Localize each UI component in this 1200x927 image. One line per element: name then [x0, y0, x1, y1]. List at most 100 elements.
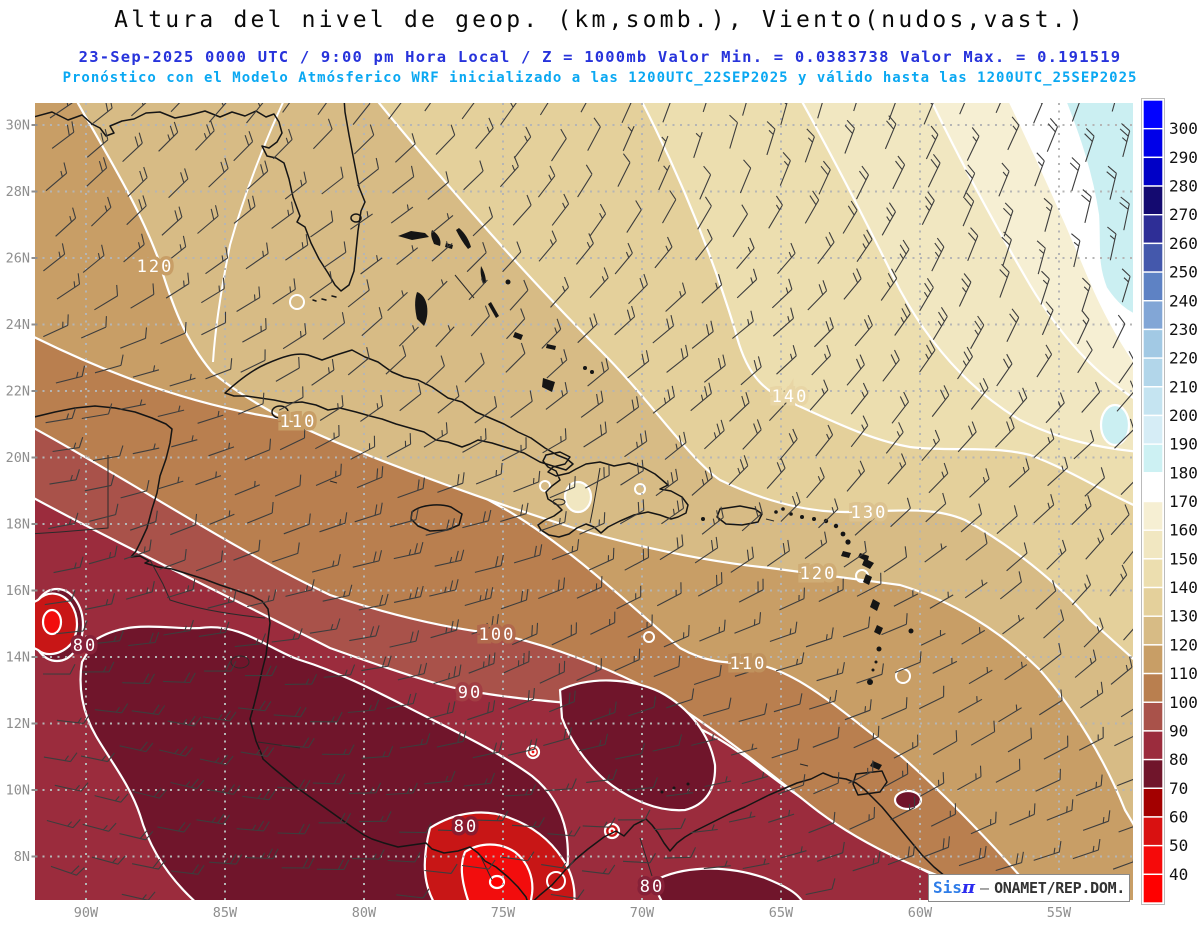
- colorbar-tick-280: 280: [1169, 177, 1198, 196]
- lon-label-70W: 70W: [630, 905, 655, 921]
- colorbar-cell: [1142, 758, 1164, 789]
- florida-keys: [312, 295, 337, 302]
- watermark: Sisπ – ONAMET/REP.DOM.: [928, 874, 1130, 902]
- colorbar-cell: [1142, 271, 1164, 302]
- lon-label-75W: 75W: [491, 905, 516, 921]
- geopotential-shading-layer: [35, 103, 1133, 900]
- lat-label-14N: 14N: [6, 650, 30, 666]
- closed-contour-rings: [289, 294, 911, 684]
- lat-label-12N: 12N: [6, 716, 30, 732]
- latlon-grid-layer: [35, 103, 1133, 900]
- margarita: [799, 763, 809, 767]
- lat-label-22N: 22N: [6, 384, 30, 400]
- colorbar-cell: [1142, 529, 1164, 560]
- colorbar-cell: [1142, 873, 1164, 904]
- contour-label-120: 120: [137, 257, 174, 277]
- colorbar-tick-100: 100: [1169, 693, 1198, 712]
- coastlines-layer: [35, 103, 980, 900]
- colorbar-tick-180: 180: [1169, 463, 1198, 482]
- colorbar-tick-70: 70: [1169, 779, 1188, 798]
- lon-label-80W: 80W: [352, 905, 377, 921]
- axis-labels-layer: 30N 28N 26N 24N 22N 20N 18N 16N 14N 12N 10N 8N 90W 85…: [6, 118, 1072, 922]
- lat-label-26N: 26N: [6, 251, 30, 267]
- colorbar-tick-190: 190: [1169, 435, 1198, 454]
- yucatan-central-america: [35, 405, 528, 900]
- lat-label-28N: 28N: [6, 184, 30, 200]
- colorbar-tick-210: 210: [1169, 377, 1198, 396]
- gonave-island: [552, 498, 566, 506]
- colorbar-cell: [1142, 242, 1164, 273]
- colorbar-cell: [1142, 357, 1164, 388]
- colorbar-cell: [1142, 386, 1164, 417]
- colorbar-tick-50: 50: [1169, 836, 1188, 855]
- lesser-antilles-arc: [800, 515, 914, 796]
- colorbar-tick-40: 40: [1169, 865, 1188, 884]
- colorbar-tick-250: 250: [1169, 263, 1198, 282]
- colorbar-cell: [1142, 816, 1164, 847]
- colorbar-tick-120: 120: [1169, 635, 1198, 654]
- page-title: Altura del nivel de geop. (km,somb.), Vi…: [114, 7, 1086, 33]
- contour-label-110: 110: [280, 412, 317, 432]
- south-america-coast: [533, 772, 980, 900]
- colorbar-cell: [1142, 615, 1164, 646]
- colorbar-cell: [1142, 414, 1164, 445]
- lat-label-20N: 20N: [6, 450, 30, 466]
- bahamas-islands: [398, 228, 594, 392]
- colorbar-tick-220: 220: [1169, 349, 1198, 368]
- contour-label-80: 80: [454, 817, 478, 837]
- watermark-pi-symbol: π: [961, 877, 976, 898]
- lat-label-30N: 30N: [6, 118, 30, 134]
- lat-label-18N: 18N: [6, 517, 30, 533]
- subtitle-model-run: Pronóstico con el Modelo Atmósferico WRF…: [62, 70, 1138, 86]
- colorbar-tick-300: 300: [1169, 119, 1198, 138]
- colorbar-cell: [1142, 472, 1164, 503]
- contour-label-80: 80: [640, 877, 664, 897]
- haiti-dr-border: [589, 467, 601, 524]
- colorbar-cell: [1142, 443, 1164, 474]
- colorbar-tick-230: 230: [1169, 320, 1198, 339]
- wind-barbs: [42, 103, 1133, 900]
- contour-label-140: 140: [772, 387, 809, 407]
- colorbar-tick-130: 130: [1169, 607, 1198, 626]
- lat-label-24N: 24N: [6, 317, 30, 333]
- colorbar-tick-170: 170: [1169, 492, 1198, 511]
- colorbar-tick-270: 270: [1169, 205, 1198, 224]
- lon-label-65W: 65W: [769, 905, 794, 921]
- colorbar-cell: [1142, 127, 1164, 159]
- lon-label-55W: 55W: [1047, 905, 1072, 921]
- colorbar-cell: [1142, 328, 1164, 359]
- colorbar-cell: [1142, 185, 1164, 216]
- lon-label-90W: 90W: [74, 905, 99, 921]
- wind-barbs-layer: [42, 103, 1133, 900]
- lake-okeechobee: [350, 213, 362, 223]
- colorbar-cell: [1142, 156, 1164, 187]
- colorbar-frame: [1141, 98, 1165, 905]
- colorbar-cell: [1142, 730, 1164, 761]
- colorbar-tick-90: 90: [1169, 721, 1188, 740]
- puerto-rico: [716, 505, 763, 526]
- colorbar-tick-240: 240: [1169, 291, 1198, 310]
- colorbar-cell: [1142, 500, 1164, 531]
- contour-label-90: 90: [458, 683, 482, 703]
- lat-label-16N: 16N: [6, 583, 30, 599]
- contour-labels-layer: 120 110 140 130 120 110 100 90 80 80 80: [69, 254, 889, 901]
- colorbar: 300 290 280 270 260 250 240 230 220 210 200 190 180 1…: [1141, 98, 1198, 905]
- isla-juventud: [271, 405, 289, 419]
- cuba-coastline: [224, 349, 574, 471]
- colorbar-tick-60: 60: [1169, 807, 1188, 826]
- contour-label-110: 110: [730, 654, 767, 674]
- cayman: [329, 480, 338, 484]
- gulf-coast-florida: [35, 103, 366, 292]
- colorbar-tick-260: 260: [1169, 234, 1198, 253]
- colorbar-tick-150: 150: [1169, 549, 1198, 568]
- jamaica: [410, 504, 463, 532]
- colorbar-tick-290: 290: [1169, 148, 1198, 167]
- colorbar-tick-160: 160: [1169, 521, 1198, 540]
- lat-label-10N: 10N: [6, 783, 30, 799]
- colorbar-cell: [1142, 787, 1164, 818]
- watermark-org: ONAMET/REP.DOM.: [994, 879, 1126, 897]
- lon-label-60W: 60W: [908, 905, 933, 921]
- watermark-brand: Sis: [932, 878, 962, 897]
- colorbar-cell: [1142, 214, 1164, 245]
